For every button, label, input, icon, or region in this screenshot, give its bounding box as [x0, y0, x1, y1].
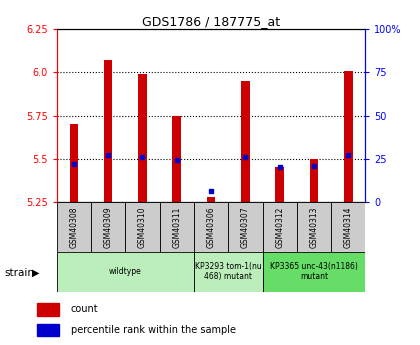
Bar [104, 60, 113, 202]
Text: GSM40306: GSM40306 [207, 206, 215, 248]
Text: strain: strain [4, 268, 34, 277]
Bar [228, 202, 262, 252]
Text: ▶: ▶ [32, 268, 39, 277]
Bar [344, 71, 352, 202]
Text: GSM40308: GSM40308 [69, 206, 79, 248]
Bar [173, 116, 181, 202]
Bar [57, 252, 194, 292]
Text: count: count [71, 304, 98, 314]
Bar [125, 202, 160, 252]
Bar [194, 202, 228, 252]
Text: GSM40313: GSM40313 [310, 206, 318, 248]
Bar [70, 124, 78, 202]
Bar [297, 202, 331, 252]
Text: wildtype: wildtype [109, 267, 142, 276]
Bar [194, 252, 262, 292]
Text: GSM40307: GSM40307 [241, 206, 250, 248]
Bar [262, 202, 297, 252]
Text: KP3293 tom-1(nu
468) mutant: KP3293 tom-1(nu 468) mutant [195, 262, 262, 282]
Bar [241, 81, 249, 202]
Bar [310, 159, 318, 202]
Text: percentile rank within the sample: percentile rank within the sample [71, 325, 236, 335]
Bar [160, 202, 194, 252]
Text: GSM40314: GSM40314 [344, 206, 353, 248]
Bar [57, 202, 91, 252]
Bar [276, 167, 284, 202]
Text: GSM40310: GSM40310 [138, 206, 147, 248]
Bar [207, 197, 215, 202]
Bar [37, 303, 60, 316]
Text: GSM40311: GSM40311 [172, 206, 181, 247]
Bar [331, 202, 365, 252]
Bar [262, 252, 365, 292]
Text: GSM40309: GSM40309 [104, 206, 113, 248]
Bar [138, 74, 147, 202]
Bar [91, 202, 125, 252]
Title: GDS1786 / 187775_at: GDS1786 / 187775_at [142, 15, 280, 28]
Text: GSM40312: GSM40312 [275, 206, 284, 247]
Bar [37, 324, 60, 336]
Text: KP3365 unc-43(n1186)
mutant: KP3365 unc-43(n1186) mutant [270, 262, 358, 282]
